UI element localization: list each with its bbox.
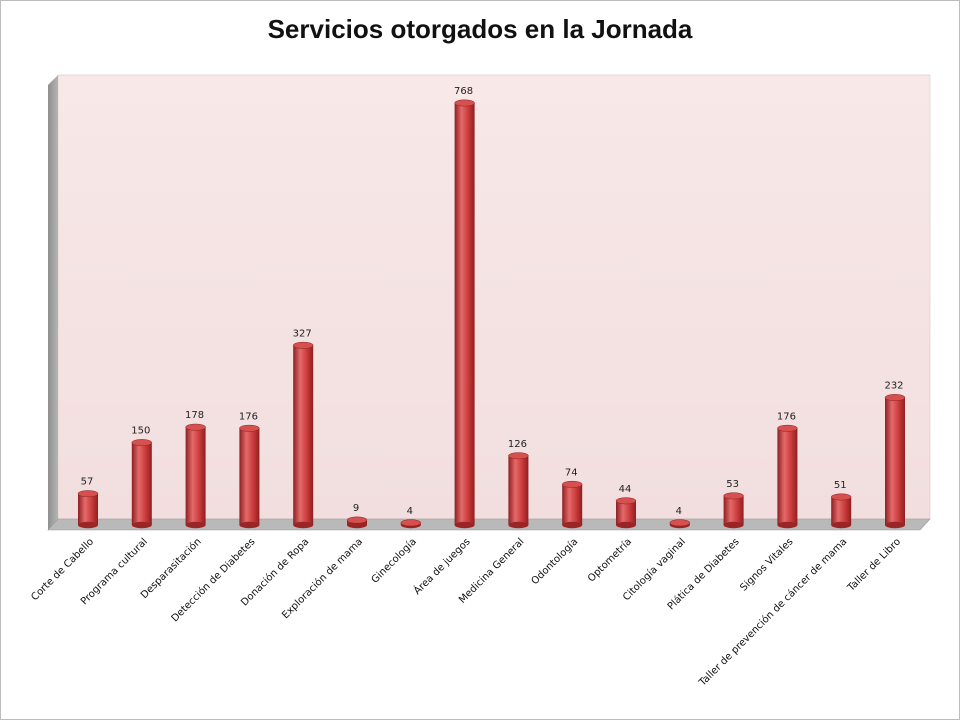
data-label: 53 bbox=[726, 479, 739, 490]
bar bbox=[615, 497, 637, 529]
data-label: 74 bbox=[565, 467, 578, 478]
bar bbox=[723, 492, 744, 529]
bar bbox=[830, 493, 852, 529]
bar bbox=[292, 341, 314, 529]
data-label: 44 bbox=[619, 484, 632, 495]
data-label: 327 bbox=[293, 328, 312, 339]
data-label: 9 bbox=[353, 503, 359, 514]
data-label: 176 bbox=[239, 411, 258, 422]
tick-label: Ginecología bbox=[369, 536, 419, 586]
bar bbox=[669, 519, 691, 529]
side-wall bbox=[48, 75, 58, 530]
data-label: 4 bbox=[407, 506, 413, 517]
floor bbox=[47, 518, 931, 531]
data-label: 176 bbox=[777, 411, 796, 422]
tick-label: Optometría bbox=[585, 536, 634, 585]
bar bbox=[454, 99, 475, 529]
data-label: 232 bbox=[884, 381, 903, 392]
tick-label: Área de juegos bbox=[411, 535, 473, 597]
chart-title: Servicios otorgados en la Jornada bbox=[267, 14, 693, 44]
data-label: 57 bbox=[81, 477, 94, 488]
bar bbox=[561, 480, 583, 529]
data-label: 768 bbox=[454, 86, 473, 97]
bar bbox=[77, 490, 99, 529]
bar bbox=[346, 516, 368, 529]
bar bbox=[884, 394, 906, 529]
tick-label: Signos Vitales bbox=[738, 536, 795, 593]
bar bbox=[508, 452, 529, 529]
data-label: 126 bbox=[508, 439, 527, 450]
bar bbox=[239, 424, 260, 529]
tick-label: Taller de Libro bbox=[845, 536, 903, 594]
bar bbox=[777, 424, 798, 529]
data-label: 4 bbox=[676, 506, 682, 517]
bar bbox=[185, 423, 206, 529]
bar bbox=[131, 439, 153, 529]
bar bbox=[400, 519, 422, 529]
tick-label: Odontología bbox=[529, 536, 581, 588]
data-label: 51 bbox=[834, 480, 847, 491]
data-label: 150 bbox=[131, 426, 150, 437]
data-label: 178 bbox=[185, 410, 204, 421]
